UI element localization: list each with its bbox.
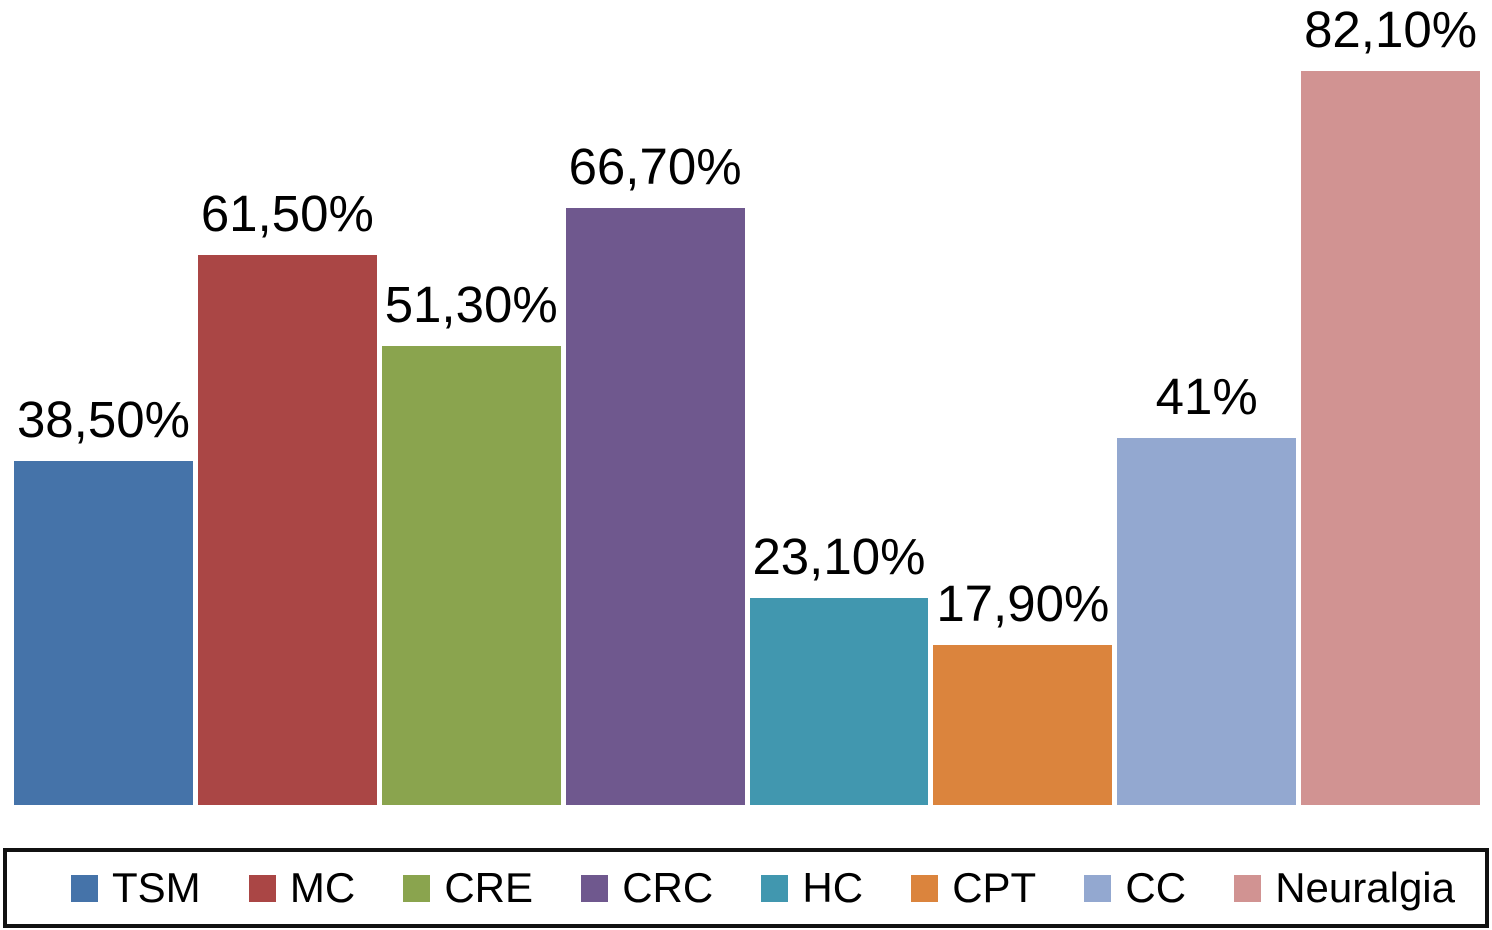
bar-cre — [381, 346, 561, 805]
bar-value-label: 38,50% — [16, 390, 190, 448]
legend-label: CC — [1125, 864, 1187, 911]
legend-swatch-icon — [581, 874, 609, 902]
plot-area: 38,50% 61,50% 51,30% 66,70% 23,10% 17,90% 41% 8… — [14, 0, 1480, 805]
legend-swatch-icon — [911, 874, 939, 902]
bar-tsm — [14, 460, 193, 805]
bar-value-label: 23,10% — [752, 528, 926, 586]
bar-slot-cpt: 17,90% — [933, 0, 1113, 805]
legend-swatch-icon — [248, 874, 276, 902]
legend-item-crc: CRC — [581, 867, 713, 909]
bar-slot-crc: 66,70% — [565, 0, 745, 805]
bar-cc — [1117, 438, 1297, 805]
legend-swatch-icon — [1084, 874, 1112, 902]
legend-item-neuralgia: Neuralgia — [1234, 867, 1455, 909]
bar-crc — [565, 208, 745, 805]
bar-value-label: 17,90% — [936, 574, 1110, 632]
bar-mc — [197, 254, 377, 805]
legend-item-cpt: CPT — [911, 867, 1036, 909]
legend-item-mc: MC — [248, 864, 356, 911]
legend-item-hc: HC — [761, 867, 863, 909]
bar-slot-mc: 61,50% — [197, 0, 377, 805]
legend-label: CRE — [444, 864, 534, 911]
bar-value-label: 51,30% — [384, 276, 558, 334]
legend-swatch-icon — [1234, 874, 1262, 902]
bar-slot-tsm: 38,50% — [14, 0, 193, 805]
bar-value-label: 82,10% — [1304, 0, 1478, 58]
legend-item-cre: CRE — [403, 867, 533, 909]
legend-swatch-icon — [71, 874, 98, 902]
bar-hc — [749, 598, 929, 805]
legend-item-cc: CC — [1084, 867, 1186, 909]
bar-slot-hc: 23,10% — [749, 0, 929, 805]
legend-label: MC — [289, 864, 356, 911]
bar-slot-cre: 51,30% — [381, 0, 561, 805]
legend-label: CRC — [622, 864, 714, 911]
bar-value-label: 66,70% — [568, 138, 742, 196]
legend-label: CPT — [952, 864, 1037, 911]
legend-swatch-icon — [403, 874, 431, 902]
legend-item-tsm: TSM — [71, 867, 201, 909]
legend: TSM MC CRE CRC HC CPT CC Neuralgia — [3, 848, 1489, 928]
legend-label: HC — [802, 864, 864, 911]
bar-slot-cc: 41% — [1117, 0, 1297, 805]
bar-value-label: 41% — [1155, 368, 1258, 426]
bar-neuralgia — [1301, 70, 1480, 805]
legend-label: TSM — [112, 864, 201, 911]
bar-slot-neuralgia: 82,10% — [1301, 0, 1480, 805]
legend-label: Neuralgia — [1275, 864, 1455, 911]
bar-cpt — [933, 644, 1113, 805]
legend-swatch-icon — [761, 874, 789, 902]
bar-value-label: 61,50% — [200, 184, 374, 242]
